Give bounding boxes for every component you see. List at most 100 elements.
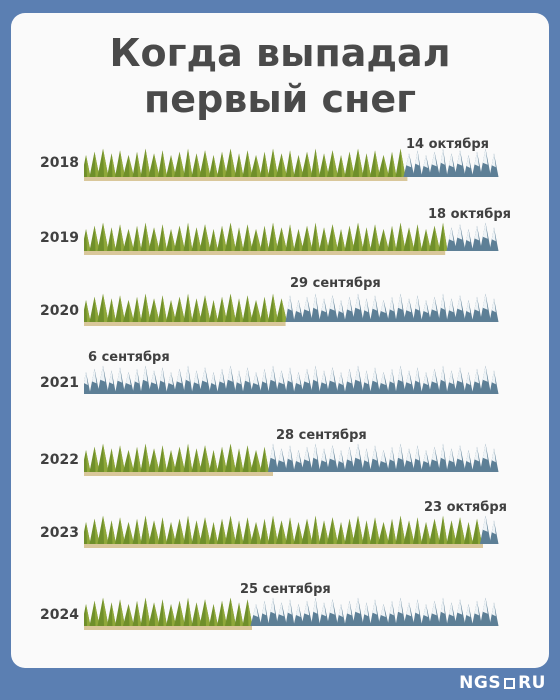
tree-highlight <box>179 446 185 472</box>
tree-highlight <box>383 229 389 251</box>
tree-highlight <box>264 446 269 472</box>
snow-cap <box>355 443 361 460</box>
tree-highlight <box>341 155 346 177</box>
snow-cap <box>466 155 471 168</box>
tree-highlight <box>273 515 278 544</box>
snow-cap <box>440 597 445 614</box>
snow-cap <box>415 367 420 383</box>
row-2022: 28 сентября 2022 <box>0 428 560 488</box>
first-snow-date: 6 сентября <box>88 350 170 365</box>
snow-cap <box>449 370 454 385</box>
snow-cap <box>313 443 318 460</box>
tree-highlight <box>290 224 295 251</box>
snow-cap <box>466 229 471 242</box>
snow-cap <box>211 372 216 385</box>
tree-highlight <box>213 604 218 626</box>
year-label: 2022 <box>40 452 79 468</box>
tree-highlight <box>86 450 91 472</box>
snow-cap <box>355 293 361 310</box>
tree-highlight <box>400 515 406 544</box>
tree-highlight <box>409 227 415 251</box>
tree-highlight <box>349 518 355 544</box>
tree-highlight <box>213 155 218 177</box>
forest-svg <box>84 222 499 255</box>
tree-highlight <box>307 518 313 544</box>
snow-cap <box>372 445 377 461</box>
snow-cap <box>304 600 310 616</box>
tree-highlight <box>417 224 422 251</box>
snow-cap <box>355 597 361 614</box>
tree-highlight <box>298 155 304 177</box>
snow-cap <box>270 597 275 614</box>
row-2024: 25 сентября 2024 <box>0 582 560 642</box>
snow-cap <box>449 298 454 313</box>
first-snow-date: 28 сентября <box>276 428 367 443</box>
snow-cap <box>380 604 386 617</box>
tree-highlight <box>145 515 151 544</box>
snow-cap <box>364 298 369 313</box>
tree-highlight <box>111 227 116 251</box>
tree-highlight <box>128 155 134 177</box>
tree-highlight <box>256 450 262 472</box>
tree-highlight <box>120 150 125 177</box>
year-label: 2024 <box>40 607 79 623</box>
tree-highlight <box>86 522 91 544</box>
tree-highlight <box>137 296 142 322</box>
snow-cap <box>347 368 352 384</box>
snow-cap <box>466 450 471 463</box>
snow-cap <box>389 368 394 384</box>
tree-highlight <box>205 150 211 177</box>
snow-cap <box>236 370 241 385</box>
tree-highlight <box>128 450 134 472</box>
tree-highlight <box>111 448 116 472</box>
snow-cap <box>466 604 471 617</box>
snow-cap <box>194 370 199 385</box>
snow-cap <box>347 296 352 312</box>
snow-cap <box>338 372 343 385</box>
snow-cap <box>406 370 412 385</box>
tree-highlight <box>375 224 380 251</box>
forest-strip <box>84 442 504 476</box>
year-label: 2018 <box>40 155 79 171</box>
snow-cap <box>474 446 479 462</box>
snow-cap <box>329 599 335 615</box>
tree-highlight <box>434 518 440 544</box>
tree-highlight <box>137 600 142 626</box>
tree-highlight <box>196 153 202 177</box>
tree-highlight <box>468 522 473 544</box>
tree-highlight <box>94 296 100 322</box>
tree-highlight <box>179 518 185 544</box>
snow-cap <box>287 295 292 311</box>
tree-highlight <box>332 224 338 251</box>
snow-cap <box>482 365 488 382</box>
snow-cap <box>474 296 479 312</box>
tree-highlight <box>281 227 287 251</box>
snow-cap <box>457 367 463 383</box>
tree-highlight <box>298 522 304 544</box>
tree-highlight <box>375 150 380 177</box>
snow-cap <box>457 224 463 240</box>
tree-highlight <box>145 597 151 626</box>
snow-cap <box>482 515 488 532</box>
snow-cap <box>355 365 361 382</box>
snow-cap <box>474 151 479 167</box>
snow-cap <box>398 365 403 382</box>
tree-highlight <box>103 515 109 544</box>
snow-cap <box>364 370 369 385</box>
tree-highlight <box>222 446 227 472</box>
snow-cap <box>313 597 318 614</box>
tree-highlight <box>86 604 91 626</box>
tree-highlight <box>239 153 244 177</box>
snow-cap <box>372 367 377 383</box>
snow-cap <box>423 372 428 385</box>
snow-cap <box>321 298 326 313</box>
tree-highlight <box>383 155 389 177</box>
snow-cap <box>296 450 301 463</box>
tree-highlight <box>298 229 304 251</box>
tree-highlight <box>179 600 185 626</box>
row-2023: 23 октября 2023 <box>0 500 560 560</box>
snow-cap <box>482 293 488 310</box>
snow-cap <box>431 368 437 384</box>
ground-grass <box>84 471 273 476</box>
tree-highlight <box>256 300 262 322</box>
